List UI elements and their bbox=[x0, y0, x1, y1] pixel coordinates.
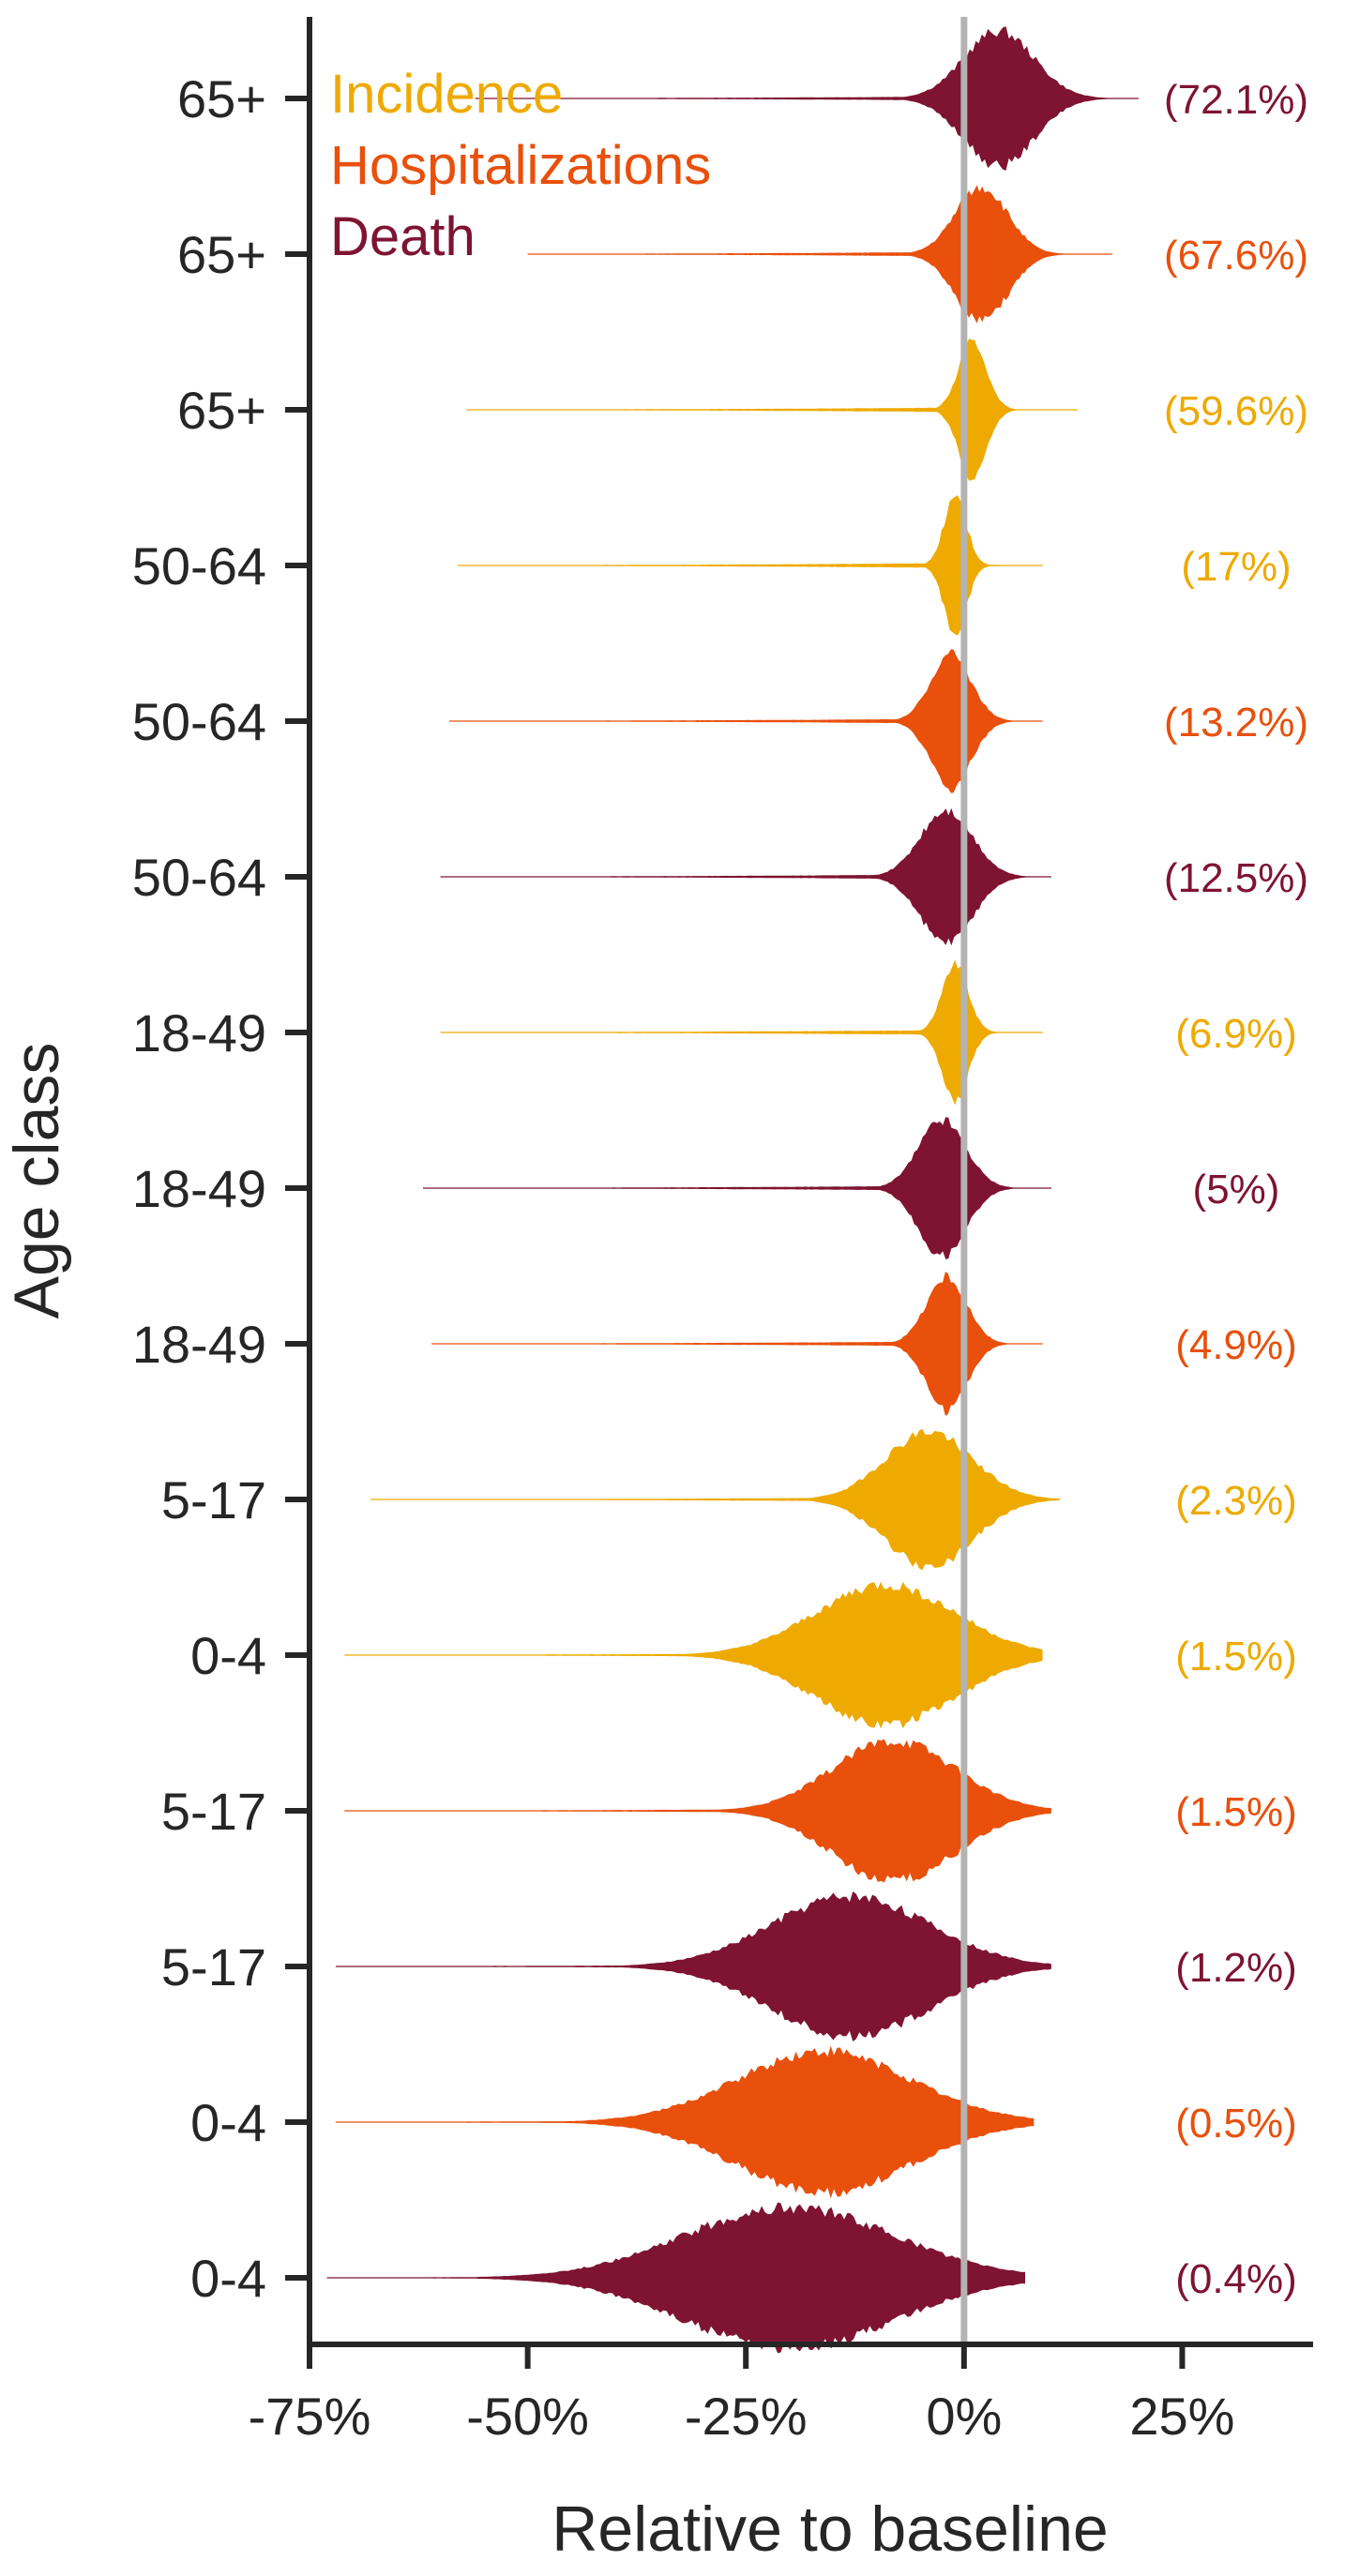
percent-label: (0.4%) bbox=[1175, 2256, 1297, 2302]
y-tick-label: 5-17 bbox=[161, 1470, 266, 1529]
percent-label: (4.9%) bbox=[1175, 1322, 1297, 1368]
percent-label: (2.3%) bbox=[1175, 1478, 1297, 1524]
x-tick-label: -50% bbox=[466, 2387, 589, 2446]
y-tick-label: 5-17 bbox=[161, 1937, 266, 1996]
x-axis-title: Relative to baseline bbox=[552, 2493, 1108, 2565]
percent-label: (1.5%) bbox=[1175, 1634, 1297, 1680]
y-tick-label: 18-49 bbox=[132, 1315, 266, 1374]
y-tick-label: 50-64 bbox=[132, 692, 266, 751]
y-tick-label: 0-4 bbox=[190, 1626, 266, 1685]
legend-entry-incidence: Incidence bbox=[330, 64, 563, 125]
y-tick-labels: 65+ 65+ 65+ 50-64 50-64 50-64 18-49 18-49 18-49 5… bbox=[132, 69, 266, 2308]
violin-18-49-incidence bbox=[440, 959, 1043, 1106]
x-tick-label: 25% bbox=[1129, 2387, 1234, 2446]
percent-label: (0.5%) bbox=[1175, 2101, 1297, 2147]
legend-entry-hospitalizations: Hospitalizations bbox=[330, 135, 711, 196]
legend: Incidence Hospitalizations Death bbox=[330, 64, 711, 267]
x-tick-label: -25% bbox=[685, 2387, 808, 2446]
y-tick-label: 50-64 bbox=[132, 848, 266, 907]
violin-5-17-incidence bbox=[370, 1428, 1061, 1571]
percent-label: (17%) bbox=[1181, 544, 1291, 590]
y-tick-label: 65+ bbox=[177, 381, 266, 440]
violin-5-17-death bbox=[335, 1891, 1051, 2041]
percent-label: (6.9%) bbox=[1175, 1011, 1297, 1057]
violin-0-4-hospitalizations bbox=[335, 2045, 1035, 2199]
axes bbox=[285, 17, 1313, 2369]
percent-label: (59.6%) bbox=[1164, 388, 1308, 434]
legend-entry-death: Death bbox=[330, 206, 476, 267]
percent-label: (1.5%) bbox=[1175, 1789, 1297, 1835]
violin-65-incidence bbox=[466, 339, 1078, 481]
y-tick-label: 65+ bbox=[177, 225, 266, 284]
y-tick-label: 5-17 bbox=[161, 1782, 266, 1841]
violin-65-death bbox=[475, 26, 1139, 171]
violin-18-49-death bbox=[423, 1117, 1051, 1259]
y-tick-label: 18-49 bbox=[132, 1003, 266, 1062]
y-tick-label: 0-4 bbox=[190, 2249, 266, 2308]
x-tick-label: 0% bbox=[926, 2387, 1002, 2446]
percent-label: (72.1%) bbox=[1164, 77, 1308, 123]
percent-label: (67.6%) bbox=[1164, 233, 1308, 279]
percent-label: (5%) bbox=[1193, 1167, 1280, 1213]
percent-label: (1.2%) bbox=[1175, 1945, 1297, 1991]
violin-0-4-incidence bbox=[344, 1581, 1043, 1729]
y-tick-label: 65+ bbox=[177, 69, 266, 128]
violin-layer bbox=[326, 26, 1139, 2354]
violin-50-64-incidence bbox=[458, 495, 1043, 636]
violin-5-17-hospitalizations bbox=[344, 1739, 1051, 1883]
y-tick-label: 0-4 bbox=[190, 2093, 266, 2152]
violin-50-64-hospitalizations bbox=[448, 649, 1043, 793]
y-tick-label: 50-64 bbox=[132, 536, 266, 595]
violin-50-64-death bbox=[440, 807, 1051, 946]
percent-label: (13.2%) bbox=[1164, 700, 1308, 746]
x-tick-labels: -75% -50% -25% 0% 25% bbox=[249, 2387, 1235, 2446]
violin-65-hospitalizations bbox=[527, 185, 1112, 324]
x-tick-label: -75% bbox=[249, 2387, 371, 2446]
y-tick-label: 18-49 bbox=[132, 1159, 266, 1218]
percent-label: (12.5%) bbox=[1164, 855, 1308, 901]
y-axis-title: Age class bbox=[1, 1043, 72, 1319]
percent-labels: (72.1%) (67.6%) (59.6%) (17%) (13.2%) (12.5%)… bbox=[1164, 77, 1308, 2302]
violin-0-4-death bbox=[326, 2202, 1026, 2354]
violin-18-49-hospitalizations bbox=[431, 1272, 1043, 1416]
